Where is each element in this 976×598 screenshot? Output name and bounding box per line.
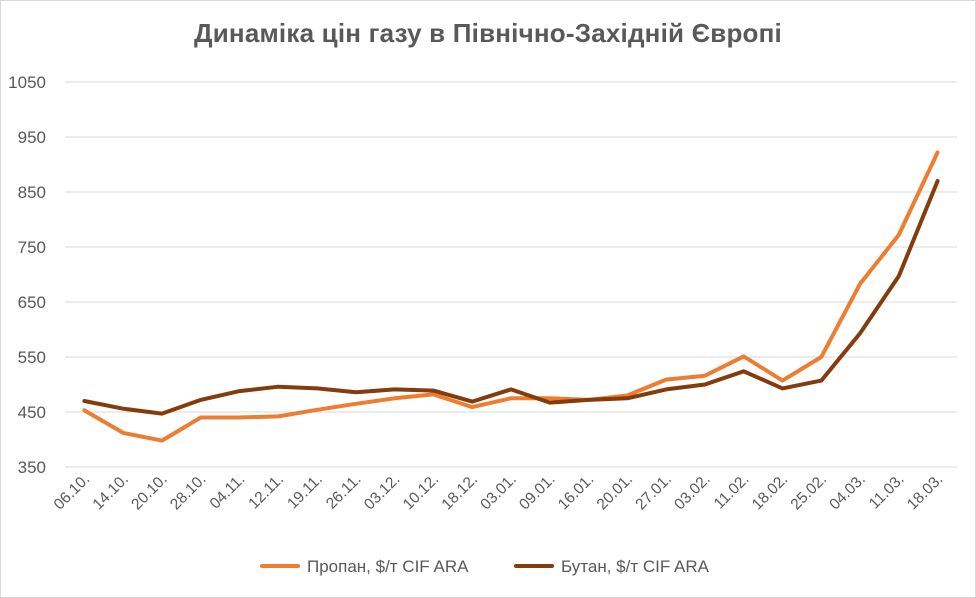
x-axis-ticks: 06.10.14.10.20.10.28.10.04.11.12.11.19.1… (51, 471, 947, 514)
x-tick-label: 04.03. (826, 471, 869, 514)
gridlines (65, 81, 957, 468)
y-tick-label: 1050 (8, 73, 46, 92)
x-tick-label: 25.02. (788, 471, 831, 514)
x-tick-label: 27.01. (632, 471, 675, 514)
x-tick-label: 03.12. (361, 471, 404, 514)
y-tick-label: 450 (18, 403, 46, 422)
x-tick-label: 09.01. (516, 471, 559, 514)
series-line-1 (82, 150, 940, 443)
y-tick-label: 550 (18, 348, 46, 367)
x-tick-label: 10.12. (400, 471, 443, 514)
legend-label: Пропан, $/т CIF ARA (307, 557, 469, 576)
series-line-2 (82, 179, 940, 416)
x-tick-label: 28.10. (167, 471, 210, 514)
legend: Пропан, $/т CIF ARA Бутан, $/т CIF ARA (260, 557, 710, 576)
x-tick-label: 11.02. (711, 471, 753, 513)
x-tick-label: 12.11. (245, 471, 287, 513)
y-tick-label: 650 (18, 293, 46, 312)
chart-title: Динаміка цін газу в Північно-Західній Єв… (194, 18, 782, 48)
y-tick-label: 850 (18, 183, 46, 202)
x-tick-label: 03.01. (477, 471, 520, 514)
x-tick-label: 18.03. (904, 471, 947, 514)
x-tick-label: 19.11. (284, 471, 326, 513)
x-tick-label: 26.11. (323, 471, 365, 513)
x-tick-label: 11.03. (866, 471, 908, 513)
x-tick-label: 14.10. (89, 471, 132, 514)
x-tick-label: 18.02. (749, 471, 792, 514)
x-tick-label: 16.01. (555, 471, 598, 514)
legend-label: Бутан, $/т CIF ARA (561, 557, 710, 576)
x-tick-label: 20.01. (594, 471, 637, 514)
x-tick-label: 04.11. (207, 471, 249, 513)
x-tick-label: 18.12. (439, 471, 482, 514)
y-tick-label: 950 (18, 128, 46, 147)
series-lines (82, 150, 940, 443)
x-tick-label: 20.10. (128, 471, 171, 514)
x-tick-label: 06.10. (51, 471, 94, 514)
y-axis-ticks: 350 450 550 650 750 850 950 1050 (8, 73, 46, 477)
x-tick-label: 03.02. (671, 471, 714, 514)
y-tick-label: 750 (18, 238, 46, 257)
y-tick-label: 350 (18, 458, 46, 477)
